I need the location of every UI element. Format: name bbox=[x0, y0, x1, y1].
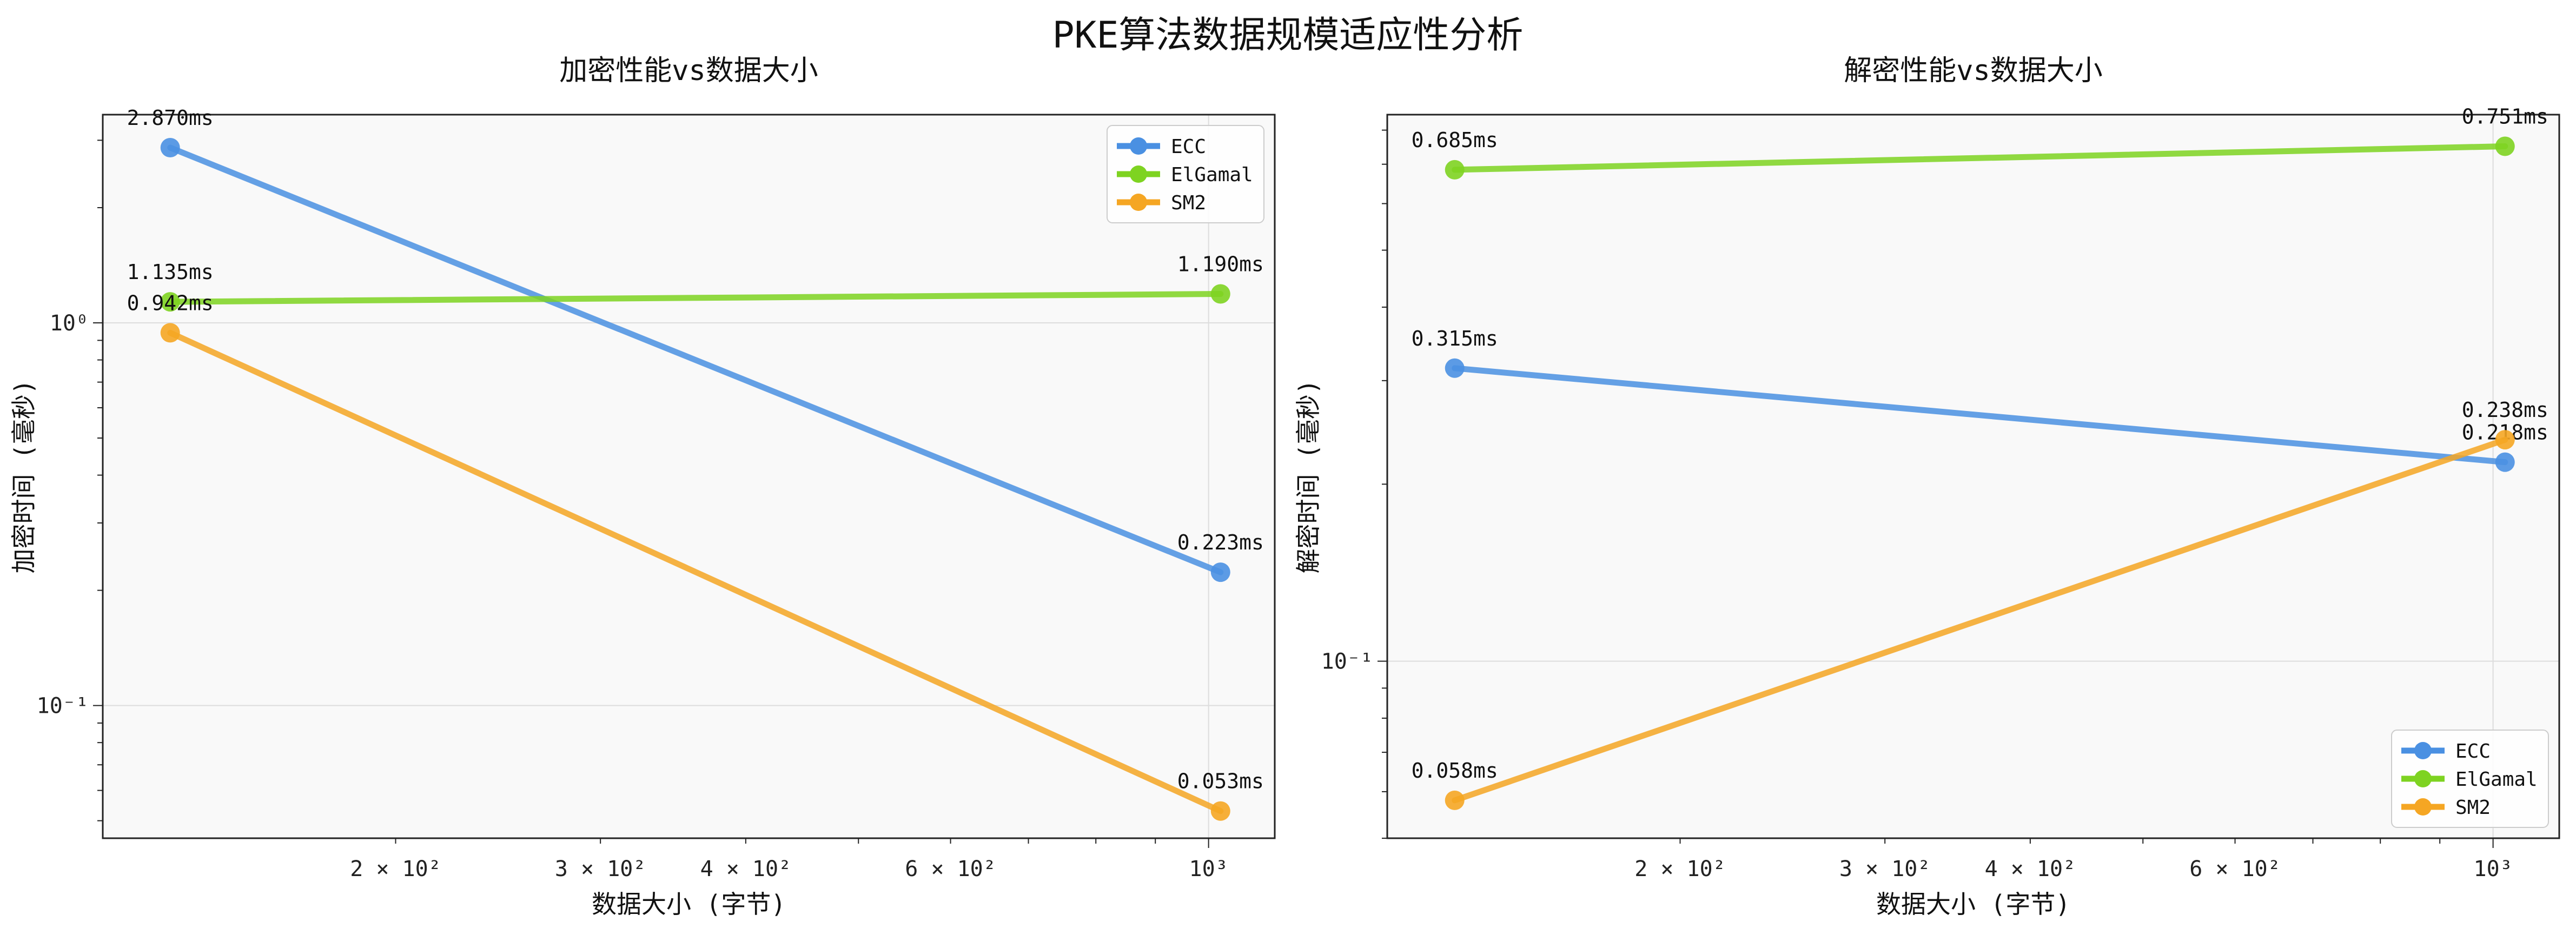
data-point-sm2 bbox=[2495, 430, 2515, 450]
legend-box bbox=[1107, 125, 1264, 223]
x-tick-label: 10³ bbox=[2474, 857, 2513, 881]
data-point-sm2 bbox=[1445, 790, 1465, 810]
chart-title: 解密性能vs数据大小 bbox=[1844, 55, 2103, 87]
data-point-elgamal bbox=[1445, 160, 1465, 180]
data-point-elgamal bbox=[160, 292, 180, 312]
data-point-elgamal bbox=[1210, 284, 1230, 304]
data-label: 1.190ms bbox=[1177, 253, 1264, 276]
series-line-elgamal bbox=[167, 291, 1224, 305]
legend-label: ECC bbox=[2455, 740, 2491, 763]
series-line-elgamal bbox=[1452, 143, 2508, 173]
legend-marker bbox=[1130, 194, 1147, 211]
legend-label: ECC bbox=[1171, 136, 1206, 158]
y-tick-label: 10⁰ bbox=[50, 311, 89, 336]
data-point-sm2 bbox=[1210, 801, 1230, 821]
plot-frame bbox=[1386, 114, 2560, 839]
data-point-ecc bbox=[1210, 562, 1230, 582]
x-tick-label: 4 × 10² bbox=[700, 857, 792, 881]
data-label: 2.870ms bbox=[127, 106, 214, 130]
x-tick-label: 2 × 10² bbox=[350, 857, 441, 881]
y-tick-label: 10⁻¹ bbox=[37, 694, 89, 719]
legend-label: SM2 bbox=[1171, 192, 1206, 214]
legend: ECC ElGamal SM2 bbox=[2391, 730, 2549, 828]
series-line-ecc bbox=[1452, 365, 2508, 466]
y-axis-label: 加密时间 (毫秒) bbox=[9, 379, 38, 573]
x-tick-label: 3 × 10² bbox=[1839, 857, 1931, 881]
data-label: 0.223ms bbox=[1177, 531, 1264, 554]
data-point-sm2 bbox=[160, 323, 180, 343]
legend-marker bbox=[2414, 770, 2432, 787]
x-tick-label: 10³ bbox=[1189, 857, 1228, 881]
legend-marker bbox=[1130, 137, 1147, 155]
chart-1: 2 × 10² 3 × 10² 4 × 10² 6 × 10² 10³ 10⁻¹ 10⁰ 加密… bbox=[9, 55, 1276, 919]
x-axis-label: 数据大小 (字节) bbox=[1876, 890, 2070, 919]
legend-label: ElGamal bbox=[1171, 164, 1253, 186]
series-line-sm2 bbox=[1452, 436, 2508, 804]
data-label: 0.238ms bbox=[2462, 398, 2548, 422]
chart-title: 加密性能vs数据大小 bbox=[559, 55, 818, 87]
x-tick-label: 4 × 10² bbox=[1985, 857, 2076, 881]
data-point-ecc bbox=[2495, 452, 2515, 472]
data-label: 1.135ms bbox=[127, 260, 214, 284]
data-label: 0.942ms bbox=[127, 291, 214, 315]
legend-marker bbox=[1130, 165, 1147, 183]
data-label: 0.315ms bbox=[1412, 327, 1498, 350]
data-point-ecc bbox=[1445, 358, 1465, 378]
legend-marker bbox=[2414, 742, 2432, 759]
x-axis-label: 数据大小 (字节) bbox=[592, 890, 786, 919]
data-point-ecc bbox=[160, 137, 180, 157]
data-point-elgamal bbox=[2495, 136, 2515, 156]
legend-box bbox=[2391, 730, 2549, 828]
legend-label: SM2 bbox=[2455, 797, 2491, 819]
legend: ECC ElGamal SM2 bbox=[1107, 125, 1264, 223]
legend-label: ElGamal bbox=[2455, 768, 2538, 791]
x-tick-label: 6 × 10² bbox=[905, 857, 996, 881]
legend-marker bbox=[2414, 798, 2432, 816]
x-tick-label: 3 × 10² bbox=[555, 857, 646, 881]
data-label: 0.053ms bbox=[1177, 770, 1264, 793]
data-label: 0.685ms bbox=[1412, 128, 1498, 152]
plot-area bbox=[103, 115, 1275, 838]
series-line-ecc bbox=[167, 144, 1224, 575]
series-line-sm2 bbox=[167, 329, 1224, 814]
figure-title: PKE算法数据规模适应性分析 bbox=[1052, 14, 1524, 57]
chart-2: 2 × 10² 3 × 10² 4 × 10² 6 × 10² 10³ 10⁻¹ 解密性能v… bbox=[1294, 55, 2560, 919]
y-tick-label: 10⁻¹ bbox=[1321, 649, 1373, 674]
x-tick-label: 2 × 10² bbox=[1634, 857, 1726, 881]
y-axis-label: 解密时间 (毫秒) bbox=[1294, 379, 1323, 573]
data-label: 0.058ms bbox=[1412, 759, 1498, 783]
data-label: 0.751ms bbox=[2462, 104, 2548, 128]
plot-area bbox=[1387, 115, 2559, 838]
x-tick-label: 6 × 10² bbox=[2189, 857, 2281, 881]
plot-frame bbox=[102, 114, 1276, 839]
